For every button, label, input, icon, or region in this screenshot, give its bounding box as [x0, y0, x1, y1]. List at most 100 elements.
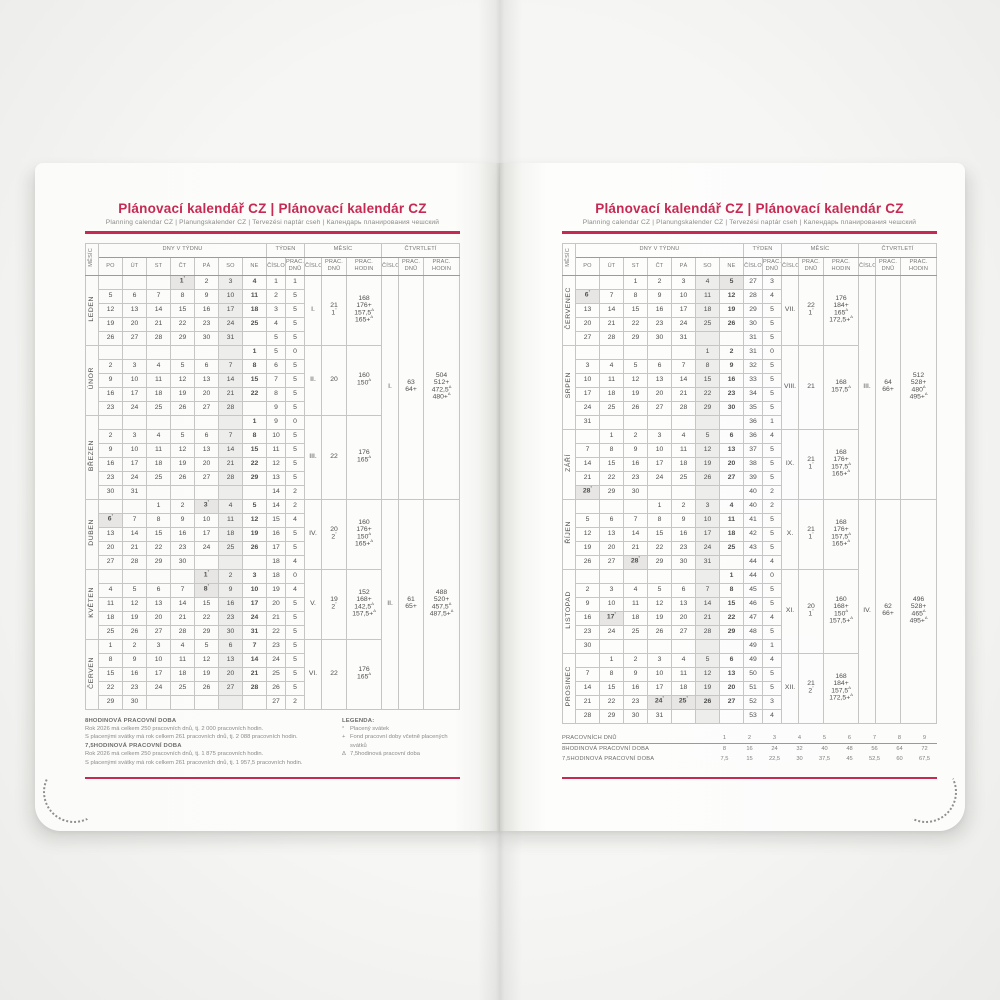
bottom-rule-left [85, 776, 460, 779]
month-numeral-cell: I. [304, 274, 323, 346]
calendar-week-row: 15 16 17 18 19 20 21 25 5 [86, 666, 460, 682]
week-number-cell: 17 [266, 540, 287, 556]
month-name-label: LISTOPAD [564, 590, 572, 629]
sunday-day-cell: 1 [241, 344, 268, 360]
quarter-numeral-cell: IV. [858, 498, 877, 724]
day-cell [647, 638, 672, 654]
day-cell: 27 [98, 554, 123, 570]
day-cell: 31 [647, 708, 672, 724]
week-workdays-cell: 5 [762, 316, 783, 332]
day-cell: 29 [170, 330, 195, 346]
day-cell: 23 [98, 400, 123, 416]
month-column-header: MĚSÍC [562, 242, 576, 276]
conversion-value-cell: 16 [746, 745, 753, 752]
week-workdays-cell: 5 [285, 372, 306, 388]
week-number-cell: 52 [743, 694, 764, 710]
day-cell: 19 [695, 680, 720, 696]
sunday-day-cell: 11 [718, 512, 745, 528]
day-cell: 27 [575, 330, 600, 346]
week-number-cell: 36 [743, 428, 764, 444]
month-name-label: BŘEZEN [87, 440, 95, 472]
day-cell [575, 568, 600, 584]
day-cell: 13 [194, 442, 219, 458]
day-cell: 16 [647, 302, 672, 318]
week-number-cell: 44 [743, 568, 764, 584]
conversion-value-cell: 24 [771, 745, 778, 752]
conversion-value-cell: 22,5 [768, 755, 781, 762]
day-cell: 27 [599, 554, 624, 570]
sunday-day-cell: 28 [241, 680, 268, 696]
day-cell: 28 [218, 470, 243, 486]
calendar-week-row: 2 3 4 5 6 7 8 10 5 [86, 428, 460, 444]
day-cell: 13 [647, 372, 672, 388]
month-number-header: ČÍSLO [781, 256, 800, 276]
day-cell: 7 [218, 358, 243, 374]
calendar-week-row: PROSINEC 1 2 3 4 5 6 49 4 XII. 21 2° 168 184+ 157,5Δ 17… [562, 652, 937, 724]
page-title-2: Plánovací kalendář CZ | Plánovací kalend… [562, 201, 937, 216]
day-cell: 12 [170, 442, 195, 458]
day-cell: 18 [146, 456, 171, 472]
calendar-week-row: 8 9 10 11 12 13 14 24 5 [86, 652, 460, 668]
calendar-table-jan-jun: MĚSÍC DNY V TÝDNU TÝDEN MĚSÍC ČTVRTLETÍ PO ÚT S… [85, 242, 461, 710]
day-cell: 11 [671, 666, 696, 682]
sunday-day-cell [718, 484, 745, 500]
week-workdays-header: PRAC. DNŮ [762, 256, 783, 276]
month-numeral-cell: VI. [304, 638, 323, 710]
day-cell: 31 [671, 330, 696, 346]
day-cell [695, 484, 720, 500]
month-workdays-cell: 21 [798, 344, 825, 430]
day-cell: 4 [146, 428, 171, 444]
day-cell: 28 [218, 400, 243, 416]
day-cell: 5 [575, 512, 600, 528]
day-cell: 19 [695, 456, 720, 472]
sunday-day-cell: 25 [241, 316, 268, 332]
day-cell [575, 498, 600, 514]
day-cell [647, 344, 672, 360]
week-workdays-cell: 0 [285, 568, 306, 584]
day-cell: 25 [170, 680, 195, 696]
month-workdays-cell: 21 1° [321, 274, 348, 346]
conversion-table-row: 8HODINOVÁ PRACOVNÍ DOBA 8 16 24 32 40 48 56 64 72 [562, 744, 937, 754]
day-cell: 14 [623, 526, 648, 542]
week-workdays-cell: 5 [285, 456, 306, 472]
day-cell: 21 [218, 386, 243, 402]
month-workhours-cell: 160 168+ 150Δ 157,5+Δ [823, 568, 860, 654]
day-cell: 5 [122, 582, 147, 598]
sunday-day-cell: 12 [718, 288, 745, 304]
day-cell: 26 [647, 624, 672, 640]
day-cell: 17 [671, 302, 696, 318]
page-title-right-2: Plánovací kalendár CZ [755, 201, 904, 216]
conversion-value-cell: 2 [737, 733, 762, 745]
holiday-day-cell: 24° [647, 694, 672, 710]
week-number-header: ČÍSLO [743, 256, 764, 276]
sunday-day-cell: 12 [241, 512, 268, 528]
sunday-day-cell: 18 [718, 526, 745, 542]
day-cell: 9 [170, 512, 195, 528]
day-cell: 2 [647, 274, 672, 290]
weekday-header: ČT [647, 256, 672, 276]
conversion-value-cell: 40 [821, 745, 828, 752]
right-page-content: Plánovací kalendář CZ | Plánovací kalend… [562, 201, 938, 831]
day-cell: 10 [122, 372, 147, 388]
day-cell [194, 344, 219, 360]
day-cell: 8 [695, 358, 720, 374]
day-cell: 2 [122, 638, 147, 654]
month-name-label: ŘÍJEN [564, 521, 572, 544]
day-cell: 16 [98, 456, 123, 472]
day-cell: 7 [623, 512, 648, 528]
day-cell: 18 [671, 456, 696, 472]
day-cell: 22 [146, 540, 171, 556]
month-numeral-cell: IV. [304, 498, 323, 570]
week-workdays-cell: 5 [285, 386, 306, 402]
conversion-row-label: PRACOVNÍCH DNŮ [562, 733, 712, 745]
month-workhours-cell: 160 150Δ [346, 344, 383, 416]
month-workdays-cell: 21 1° [798, 428, 825, 500]
sunday-day-cell [718, 638, 745, 654]
month-name-cell: LISTOPAD [562, 568, 576, 654]
day-cell: 23 [98, 470, 123, 486]
weekday-header: SO [695, 256, 720, 276]
month-group-header: MĚSÍC [781, 242, 860, 258]
holiday-day-cell: 1° [170, 274, 195, 290]
calendar-week-row: ČERVENEC 1 2 3 4 5 27 3 VII. 22 1° 176 184+ 165Δ 172,5… [562, 274, 938, 500]
